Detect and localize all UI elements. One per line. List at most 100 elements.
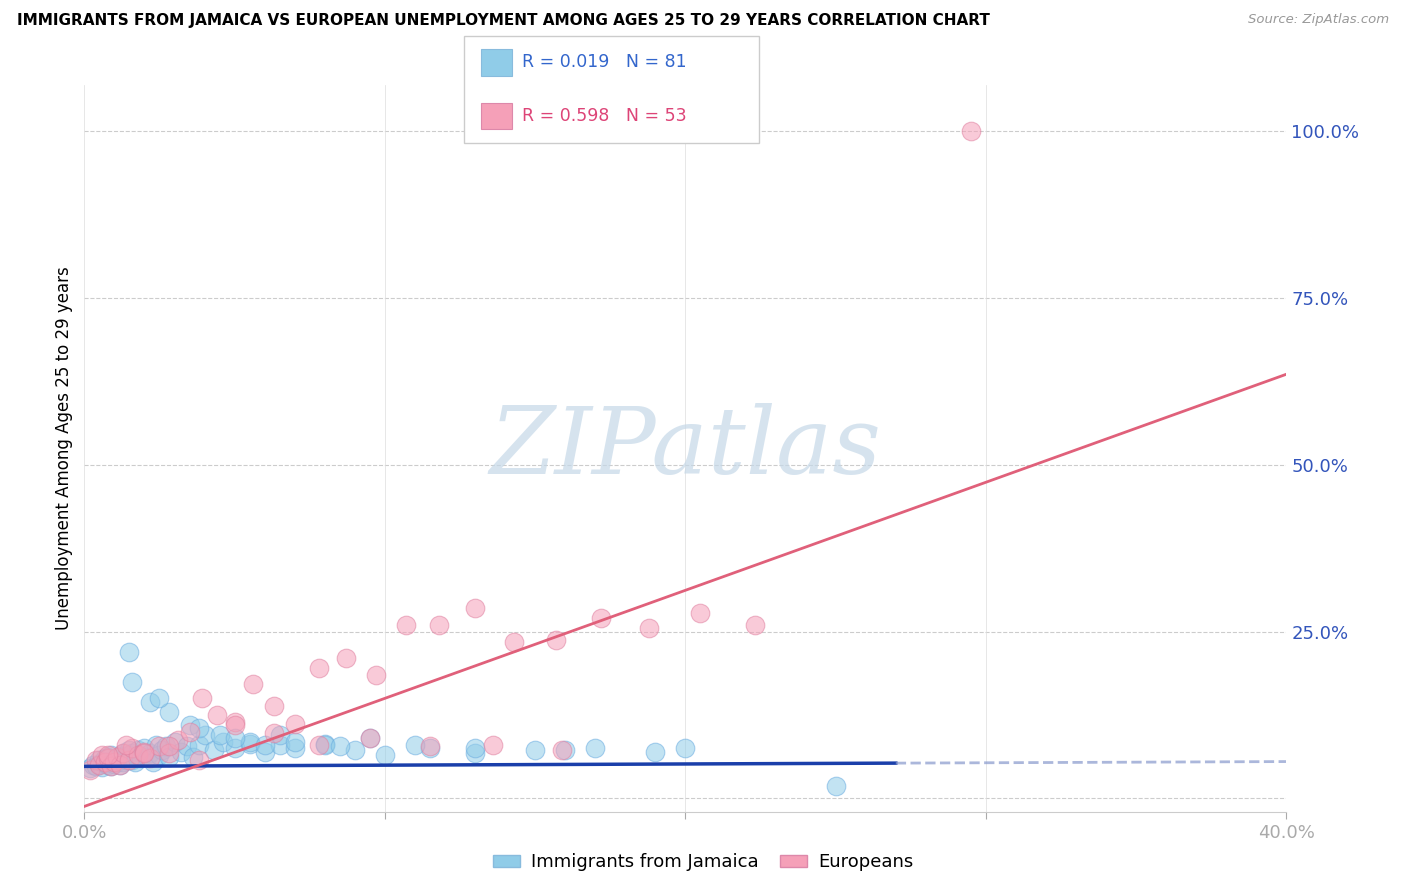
Text: R = 0.019   N = 81: R = 0.019 N = 81 (522, 54, 686, 71)
Point (100, 759, 122, 773)
Point (263, 726, 285, 740)
Text: Source: ZipAtlas.com: Source: ZipAtlas.com (1249, 13, 1389, 27)
Point (148, 691, 170, 706)
Point (242, 676, 264, 690)
Point (103, 756, 125, 771)
Point (689, 606, 711, 620)
Text: IMMIGRANTS FROM JAMAICA VS EUROPEAN UNEMPLOYMENT AMONG AGES 25 TO 29 YEARS CORRE: IMMIGRANTS FROM JAMAICA VS EUROPEAN UNEM… (17, 13, 990, 29)
Point (224, 731, 246, 746)
Point (157, 750, 180, 764)
Point (91, 755, 114, 769)
Point (464, 746, 486, 760)
Point (115, 753, 138, 767)
Point (145, 738, 167, 752)
Point (97, 751, 120, 765)
Point (89, 753, 111, 767)
Point (224, 741, 246, 756)
Point (166, 732, 188, 747)
Point (269, 738, 291, 752)
Point (118, 753, 141, 767)
Point (464, 601, 486, 615)
Point (82, 758, 104, 772)
Point (359, 731, 381, 746)
Point (110, 758, 132, 772)
Point (97, 758, 120, 772)
Point (253, 738, 276, 752)
Point (121, 741, 143, 756)
Point (675, 741, 697, 756)
Point (112, 755, 135, 769)
Point (239, 734, 262, 748)
Point (181, 750, 204, 764)
Point (103, 753, 125, 767)
Point (79, 764, 101, 778)
Point (94, 755, 117, 769)
Point (107, 750, 129, 764)
Point (239, 737, 262, 751)
Point (112, 746, 135, 760)
Point (205, 708, 228, 723)
Point (121, 753, 143, 767)
Point (157, 705, 180, 719)
Point (824, 780, 846, 794)
Point (107, 755, 129, 769)
Point (194, 728, 217, 742)
Point (134, 745, 156, 759)
Point (395, 618, 418, 632)
Point (100, 759, 122, 773)
Point (152, 743, 174, 757)
Point (284, 716, 307, 731)
Point (224, 714, 246, 729)
Point (118, 645, 141, 659)
Point (364, 668, 387, 682)
Point (744, 618, 766, 632)
Point (157, 739, 180, 754)
Point (134, 741, 156, 756)
Point (118, 743, 141, 757)
Point (91, 747, 114, 762)
Point (148, 747, 170, 762)
Text: R = 0.598   N = 53: R = 0.598 N = 53 (522, 107, 686, 125)
Point (139, 695, 162, 709)
Point (638, 621, 661, 635)
Point (127, 747, 149, 762)
Point (94, 751, 117, 765)
Point (91, 760, 114, 774)
Point (343, 743, 366, 757)
Point (187, 753, 209, 767)
Point (187, 722, 209, 736)
Point (155, 739, 177, 754)
Point (314, 738, 336, 752)
Point (179, 724, 201, 739)
Point (623, 124, 645, 138)
Point (115, 749, 138, 764)
Point (89, 756, 111, 771)
Point (148, 739, 170, 754)
Point (86, 753, 108, 767)
Point (224, 718, 246, 732)
Point (163, 734, 186, 748)
Point (329, 739, 352, 754)
Point (464, 741, 486, 756)
Point (124, 755, 146, 769)
Point (644, 745, 666, 759)
Point (583, 741, 606, 756)
Point (157, 746, 180, 760)
Point (190, 691, 212, 706)
Point (960, 124, 983, 138)
Point (284, 734, 307, 748)
Point (374, 747, 396, 762)
Point (427, 618, 450, 632)
Point (530, 124, 553, 138)
Point (524, 743, 547, 757)
Point (131, 751, 153, 765)
Point (100, 747, 122, 762)
Point (79, 761, 101, 775)
Point (97, 747, 120, 762)
Point (308, 661, 330, 675)
Legend: Immigrants from Jamaica, Europeans: Immigrants from Jamaica, Europeans (485, 847, 921, 879)
Point (359, 731, 381, 746)
Point (202, 743, 225, 757)
Point (121, 746, 143, 760)
Point (127, 743, 149, 757)
